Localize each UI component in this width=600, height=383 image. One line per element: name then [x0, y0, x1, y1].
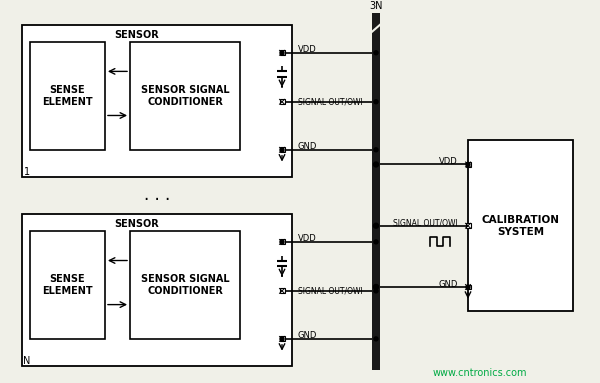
- Circle shape: [374, 51, 378, 55]
- Circle shape: [374, 240, 378, 244]
- Bar: [30, 231, 105, 339]
- Bar: [466, 223, 470, 228]
- Text: GND: GND: [298, 142, 317, 151]
- Text: www.cntronics.com: www.cntronics.com: [433, 368, 527, 378]
- Text: . . .: . . .: [144, 186, 170, 204]
- Circle shape: [374, 148, 378, 152]
- Bar: [280, 239, 284, 244]
- Text: SENSOR SIGNAL
CONDITIONER: SENSOR SIGNAL CONDITIONER: [140, 85, 229, 107]
- Circle shape: [466, 285, 470, 289]
- Text: VDD: VDD: [298, 45, 317, 54]
- Bar: [468, 140, 573, 311]
- Text: 1: 1: [24, 167, 30, 177]
- Circle shape: [466, 162, 470, 167]
- Bar: [22, 214, 292, 367]
- Text: SENSOR SIGNAL
CONDITIONER: SENSOR SIGNAL CONDITIONER: [140, 274, 229, 296]
- Bar: [130, 42, 240, 150]
- Bar: [280, 50, 284, 55]
- Text: GND: GND: [439, 280, 458, 288]
- Text: SIGNAL OUT/OWI: SIGNAL OUT/OWI: [298, 97, 363, 106]
- Circle shape: [374, 289, 378, 293]
- Circle shape: [374, 100, 378, 104]
- Circle shape: [373, 162, 379, 167]
- Text: SENSE
ELEMENT: SENSE ELEMENT: [42, 85, 93, 107]
- Bar: [372, 13, 380, 370]
- Text: CALIBRATION
SYSTEM: CALIBRATION SYSTEM: [482, 215, 560, 237]
- Text: SENSOR: SENSOR: [115, 219, 160, 229]
- Circle shape: [373, 285, 379, 290]
- Bar: [466, 285, 470, 290]
- Text: GND: GND: [298, 331, 317, 340]
- Text: 3N: 3N: [369, 1, 383, 11]
- Bar: [22, 25, 292, 177]
- Circle shape: [280, 240, 284, 244]
- Text: SENSOR: SENSOR: [115, 30, 160, 40]
- Bar: [130, 231, 240, 339]
- Text: SIGNAL OUT/OWI: SIGNAL OUT/OWI: [393, 218, 458, 227]
- Circle shape: [280, 148, 284, 152]
- Circle shape: [280, 51, 284, 55]
- Circle shape: [374, 337, 378, 341]
- Circle shape: [373, 223, 379, 228]
- Bar: [30, 42, 105, 150]
- Circle shape: [280, 337, 284, 341]
- Text: SENSE
ELEMENT: SENSE ELEMENT: [42, 274, 93, 296]
- Text: N: N: [23, 357, 31, 367]
- Bar: [466, 162, 470, 167]
- Bar: [280, 147, 284, 152]
- Bar: [280, 288, 284, 293]
- Bar: [280, 99, 284, 104]
- Text: VDD: VDD: [298, 234, 317, 244]
- Text: SIGNAL OUT/OWI: SIGNAL OUT/OWI: [298, 286, 363, 295]
- Text: VDD: VDD: [439, 157, 458, 166]
- Bar: [280, 336, 284, 341]
